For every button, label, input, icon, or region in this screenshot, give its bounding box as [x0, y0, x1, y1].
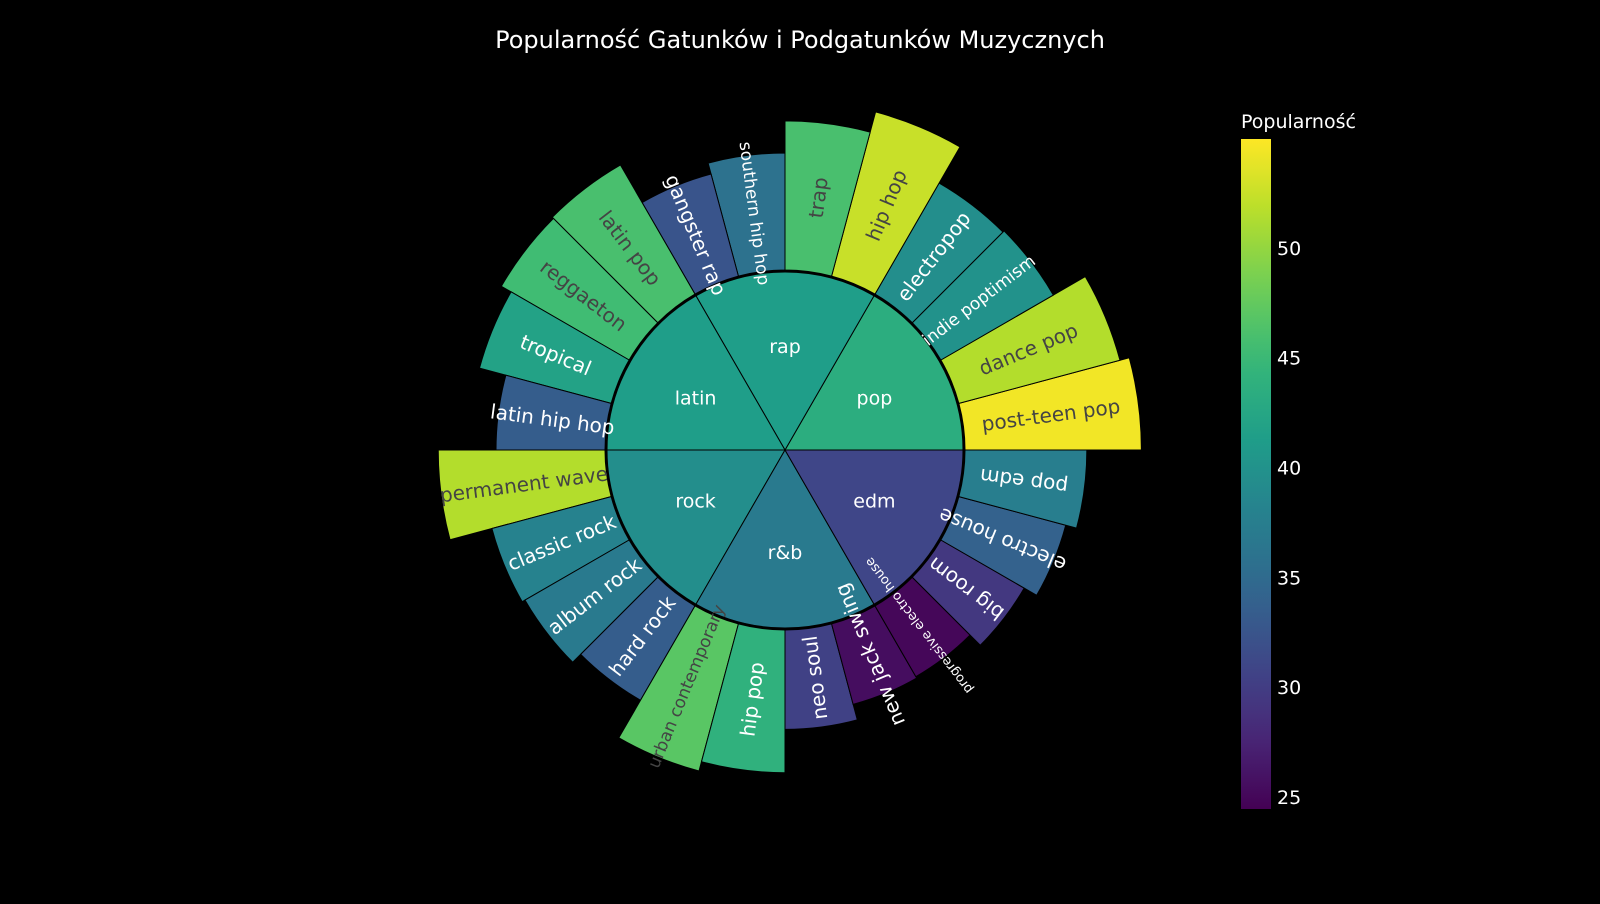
- colorbar-gradient: [1241, 139, 1271, 809]
- colorbar-tick-label: 45: [1277, 348, 1301, 370]
- colorbar-tick-label: 25: [1277, 787, 1301, 809]
- sector-label-rock: rock: [675, 491, 715, 513]
- sector-randb[interactable]: [695, 448, 875, 629]
- sector-label-rap: rap: [769, 336, 801, 358]
- sector-edm[interactable]: [784, 449, 964, 605]
- colorbar-tick-label: 40: [1277, 458, 1301, 480]
- sector-label-rap-trap: trap: [804, 176, 833, 220]
- sector-pop[interactable]: [784, 295, 964, 451]
- sector-latin[interactable]: [606, 295, 786, 451]
- sector-label-latin: latin: [675, 387, 717, 409]
- colorbar-tick-label: 30: [1277, 677, 1301, 699]
- colorbar-title: Popularność: [1241, 111, 1356, 133]
- sector-label-randb: r&b: [768, 542, 803, 564]
- sector-edm-pop-edm[interactable]: [958, 449, 1088, 529]
- colorbar: Popularność 25 30 35 40 45 50: [1241, 111, 1356, 809]
- chart-title: Popularność Gatunków i Podgatunków Muzyc…: [495, 26, 1105, 54]
- sector-label-edm: edm: [853, 491, 895, 513]
- sector-rap[interactable]: [695, 271, 875, 452]
- sector-label-pop: pop: [857, 387, 893, 409]
- sector-rock[interactable]: [606, 449, 786, 605]
- colorbar-tick-label: 35: [1277, 567, 1301, 589]
- colorbar-tick-label: 50: [1277, 238, 1301, 260]
